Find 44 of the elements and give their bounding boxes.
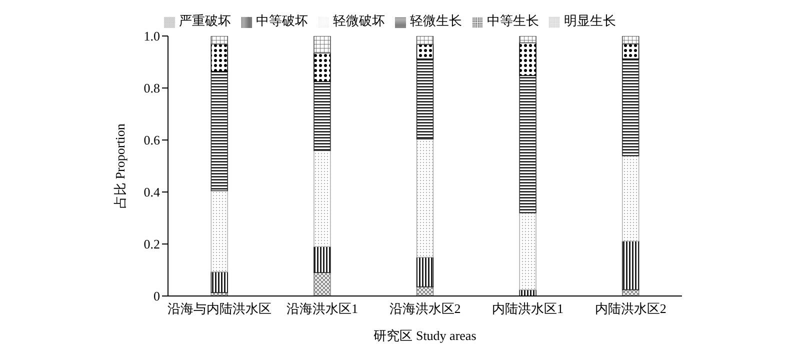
bar <box>622 43 640 60</box>
bar <box>622 36 640 44</box>
bar <box>314 36 331 54</box>
x-tick-label: 内陆洪水区1 <box>492 301 564 316</box>
bar <box>416 44 434 60</box>
bar <box>210 70 228 192</box>
bar <box>519 42 536 76</box>
bar <box>519 36 536 44</box>
x-tick-label: 沿海洪水区2 <box>389 301 461 316</box>
bar <box>416 256 434 288</box>
legend-label: 轻微破坏 <box>333 13 385 28</box>
y-axis-title: 占比 Proportion <box>112 123 128 208</box>
bar <box>314 272 331 296</box>
y-tick-label: 0.2 <box>144 236 160 252</box>
bar <box>314 52 331 82</box>
x-axis-title: 研究区 Study areas <box>374 328 476 343</box>
bar <box>622 58 640 156</box>
bar <box>210 44 228 72</box>
bar <box>210 190 228 272</box>
bar <box>416 58 434 140</box>
bar <box>416 36 434 45</box>
bar <box>314 81 331 152</box>
bar <box>519 212 536 290</box>
bar <box>210 271 228 294</box>
legend-label: 严重破坏 <box>179 13 231 28</box>
y-tick-label: 0.8 <box>144 80 160 96</box>
bar <box>622 240 640 290</box>
y-tick-label: 0.6 <box>144 132 160 148</box>
x-tick-label: 沿海洪水区1 <box>286 301 358 316</box>
legend-label: 轻微生长 <box>410 13 462 28</box>
bar <box>210 36 228 44</box>
y-tick-label: 1.0 <box>144 28 160 44</box>
bar <box>314 150 331 247</box>
bar <box>416 138 434 258</box>
y-tick-label: 0.4 <box>144 184 160 200</box>
x-tick-label: 内陆洪水区2 <box>594 301 666 316</box>
y-tick-label: 0 <box>154 288 160 304</box>
bar <box>519 75 536 214</box>
x-tick-label: 沿海与内陆洪水区 <box>167 301 272 316</box>
legend-label: 中等生长 <box>487 13 539 28</box>
bar <box>622 155 640 242</box>
legend-label: 明显生长 <box>564 13 616 28</box>
legend-label: 中等破坏 <box>256 13 308 28</box>
bar <box>314 246 331 273</box>
